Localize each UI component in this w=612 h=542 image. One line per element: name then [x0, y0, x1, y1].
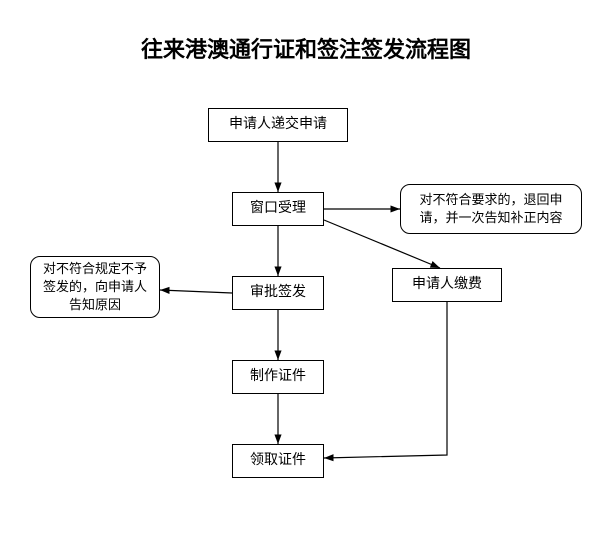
flowchart-title: 往来港澳通行证和签注签发流程图 — [0, 32, 612, 64]
edge-approve-note_deny — [160, 290, 232, 293]
node-approve: 审批签发 — [232, 276, 324, 310]
node-accept: 窗口受理 — [232, 192, 324, 226]
edge-pay-receive — [324, 302, 447, 458]
node-apply: 申请人递交申请 — [208, 108, 348, 142]
node-note_reject: 对不符合要求的，退回申请，并一次告知补正内容 — [400, 184, 582, 234]
node-pay: 申请人缴费 — [392, 268, 502, 302]
node-produce: 制作证件 — [232, 360, 324, 394]
node-note_deny: 对不符合规定不予签发的，向申请人告知原因 — [30, 256, 160, 318]
node-receive: 领取证件 — [232, 444, 324, 478]
